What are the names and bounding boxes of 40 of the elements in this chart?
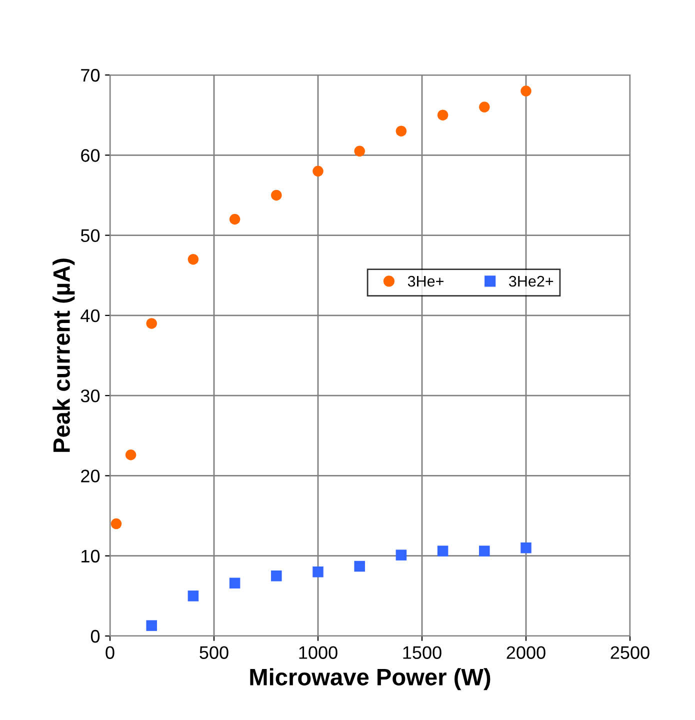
point [479,546,490,556]
point [229,578,240,588]
point [229,214,240,225]
y-axis-title: Peak current (µA) [52,258,75,452]
legend-label: 3He2+ [508,276,554,287]
point [125,450,136,460]
point [110,518,122,530]
x-tick-label: 2000 [506,646,546,659]
x-tick-label: 2500 [610,646,650,659]
point [188,254,199,265]
x-tick-label: 500 [200,646,228,659]
point [437,110,448,120]
x-tick-label: 0 [106,646,114,659]
point [146,620,157,631]
point [520,86,532,96]
y-tick-label: 40 [80,309,100,322]
y-tick-label: 60 [81,149,100,162]
point [396,550,407,560]
point [520,542,532,554]
legend-label: 3He+ [408,276,444,287]
x-axis-title: Microwave Power (W) [250,668,490,690]
point [271,570,282,582]
point [354,560,365,572]
y-tick-label: 0 [90,630,100,643]
y-tick-label: 20 [81,470,100,482]
point [188,590,199,602]
x-tick-label: 1000 [299,646,338,659]
point [312,566,324,578]
y-tick-label: 70 [81,68,100,82]
x-tick-label: 1500 [403,646,442,659]
point [271,190,282,201]
y-tick-label: 30 [80,390,100,402]
y-tick-label: 10 [82,550,100,563]
point [437,546,448,556]
point [146,318,157,329]
y-tick-label: 50 [80,229,100,242]
point [354,146,365,157]
point [396,126,407,136]
point [312,166,324,177]
point [479,102,490,112]
